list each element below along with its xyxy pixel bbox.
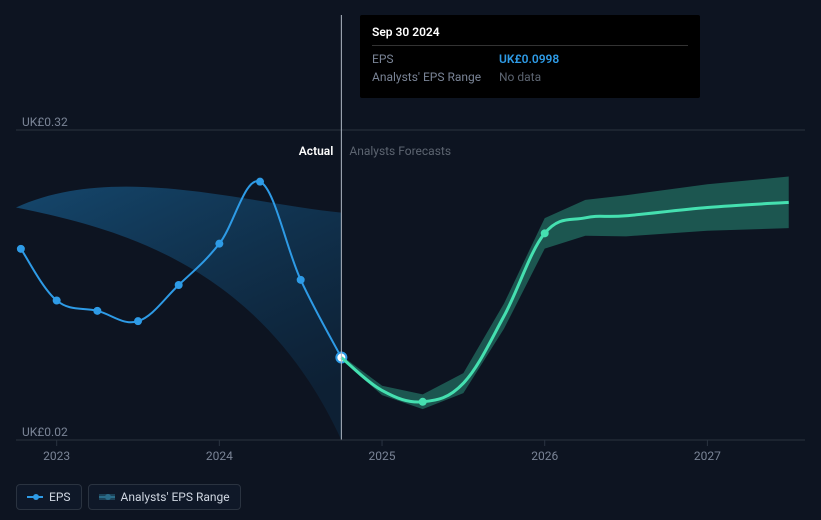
legend-label: EPS: [49, 490, 71, 504]
chart-tooltip: Sep 30 2024 EPS UK£0.0998 Analysts' EPS Ra…: [360, 15, 700, 98]
legend-item[interactable]: EPS: [16, 484, 82, 510]
actual-point[interactable]: [256, 178, 264, 186]
forecast-point[interactable]: [541, 229, 549, 237]
y-tick-label: UK£0.32: [22, 115, 68, 129]
forecast-point[interactable]: [419, 398, 427, 406]
legend-swatch: [99, 493, 115, 501]
actual-point[interactable]: [175, 281, 183, 289]
x-tick-label: 2024: [206, 449, 233, 463]
tooltip-row-label: Analysts' EPS Range: [372, 70, 487, 84]
actual-point[interactable]: [17, 245, 25, 253]
actual-point[interactable]: [134, 317, 142, 325]
actual-label: Actual: [299, 144, 334, 158]
actual-point[interactable]: [53, 297, 61, 305]
legend: EPS Analysts' EPS Range: [16, 484, 241, 510]
legend-item[interactable]: Analysts' EPS Range: [88, 484, 241, 510]
forecast-label: Analysts Forecasts: [349, 144, 451, 158]
x-tick-label: 2027: [694, 449, 721, 463]
tooltip-row: Analysts' EPS Range No data: [372, 70, 688, 84]
actual-point[interactable]: [297, 276, 305, 284]
tooltip-row: EPS UK£0.0998: [372, 52, 688, 66]
legend-swatch: [27, 493, 43, 501]
legend-label: Analysts' EPS Range: [121, 490, 230, 504]
tooltip-date: Sep 30 2024: [372, 25, 688, 39]
x-tick-label: 2023: [43, 449, 70, 463]
eps-chart: UK£0.32 UK£0.02 Actual Analysts Forecasts 20…: [0, 0, 821, 520]
actual-point[interactable]: [215, 240, 223, 248]
y-tick-label: UK£0.02: [22, 425, 68, 439]
tooltip-rows: EPS UK£0.0998 Analysts' EPS Range No data: [372, 45, 688, 84]
actual-point[interactable]: [93, 307, 101, 315]
x-tick-label: 2026: [531, 449, 558, 463]
x-tick-label: 2025: [369, 449, 396, 463]
tooltip-row-value: No data: [499, 70, 541, 84]
tooltip-row-value: UK£0.0998: [499, 52, 559, 66]
tooltip-row-label: EPS: [372, 52, 487, 66]
